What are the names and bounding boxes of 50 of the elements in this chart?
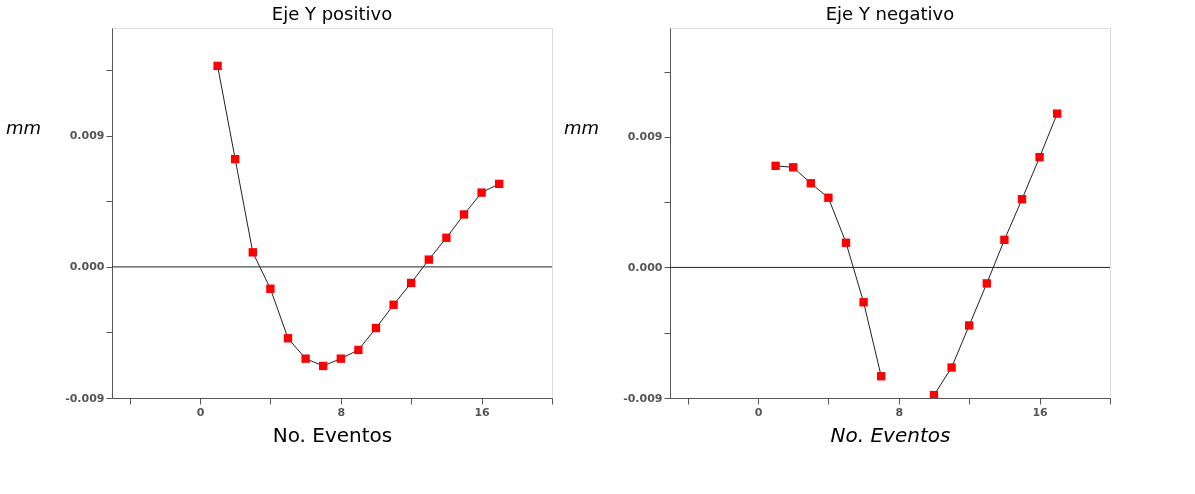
- point: [213, 61, 222, 71]
- y-tick-label: -0.009: [623, 391, 663, 405]
- point: [301, 354, 310, 363]
- point: [477, 188, 486, 197]
- y-tick-label: 0.000: [627, 260, 663, 274]
- point: [1053, 109, 1062, 118]
- x-tick-label: 8: [895, 405, 904, 419]
- point: [824, 193, 833, 202]
- y-tick-label: 0.009: [627, 130, 663, 144]
- y-tick-label: 0.000: [69, 260, 105, 274]
- y-tick-label: 0.009: [69, 129, 105, 143]
- point: [319, 361, 328, 371]
- x-tick-label: 8: [337, 405, 346, 419]
- chart-title: Eje Y positivo: [271, 3, 393, 24]
- point: [1000, 235, 1009, 245]
- x-tick-label: 16: [474, 405, 491, 419]
- x-tick-label: 0: [754, 405, 763, 419]
- point: [841, 238, 851, 247]
- point: [1017, 195, 1027, 204]
- point: [424, 255, 433, 264]
- point: [806, 179, 815, 188]
- point: [877, 372, 886, 381]
- point: [283, 334, 293, 343]
- point: [248, 248, 257, 257]
- point: [771, 161, 780, 171]
- point: [266, 284, 275, 293]
- point: [407, 278, 416, 288]
- x-tick-label: 16: [1032, 405, 1049, 419]
- point: [929, 390, 939, 398]
- point: [982, 279, 991, 288]
- y-axis-title: mm: [564, 116, 600, 138]
- point: [336, 354, 345, 363]
- point: [965, 321, 974, 330]
- chart-title: Eje Y negativo: [825, 3, 955, 24]
- point: [442, 233, 451, 242]
- point: [859, 298, 868, 307]
- point: [389, 300, 398, 309]
- point: [371, 323, 381, 333]
- point: [1035, 152, 1044, 162]
- x-axis-title: No. Eventos: [830, 422, 951, 447]
- point: [354, 345, 363, 355]
- point: [789, 163, 798, 172]
- y-axis-title: mm: [6, 116, 42, 138]
- point: [231, 154, 240, 164]
- point: [459, 210, 469, 219]
- point: [495, 179, 504, 189]
- point: [947, 363, 956, 372]
- x-axis-title: No. Eventos: [272, 422, 393, 447]
- y-tick-label: -0.009: [65, 391, 105, 405]
- x-tick-label: 0: [196, 405, 205, 419]
